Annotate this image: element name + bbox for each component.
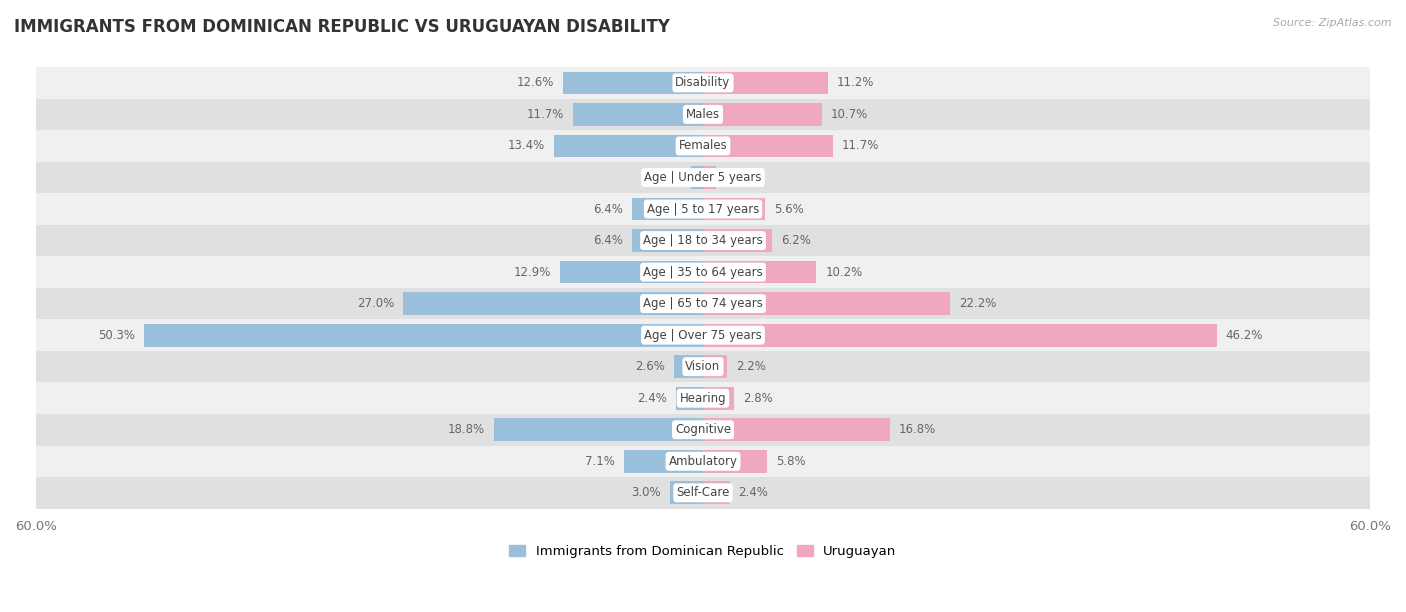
Bar xyxy=(37,446,1369,477)
Bar xyxy=(703,387,734,409)
Bar xyxy=(703,166,716,189)
Text: Self-Care: Self-Care xyxy=(676,487,730,499)
Bar xyxy=(631,230,703,252)
Bar xyxy=(554,135,703,157)
Text: 11.7%: 11.7% xyxy=(527,108,564,121)
Bar xyxy=(673,356,703,378)
Bar xyxy=(703,324,1216,346)
Bar xyxy=(37,130,1369,162)
Text: Age | 65 to 74 years: Age | 65 to 74 years xyxy=(643,297,763,310)
Text: 11.2%: 11.2% xyxy=(837,76,873,89)
Text: Age | 35 to 64 years: Age | 35 to 64 years xyxy=(643,266,763,278)
Bar xyxy=(494,419,703,441)
Text: 22.2%: 22.2% xyxy=(959,297,995,310)
Text: Females: Females xyxy=(679,140,727,152)
Bar xyxy=(703,419,890,441)
Text: 1.2%: 1.2% xyxy=(725,171,755,184)
Text: 18.8%: 18.8% xyxy=(449,424,485,436)
Bar xyxy=(37,162,1369,193)
Text: Age | 18 to 34 years: Age | 18 to 34 years xyxy=(643,234,763,247)
Bar xyxy=(703,72,828,94)
Bar xyxy=(37,99,1369,130)
Text: Ambulatory: Ambulatory xyxy=(668,455,738,468)
Bar xyxy=(703,198,765,220)
Bar xyxy=(404,293,703,315)
Text: 2.2%: 2.2% xyxy=(737,360,766,373)
Text: 13.4%: 13.4% xyxy=(508,140,546,152)
Text: 6.4%: 6.4% xyxy=(593,234,623,247)
Text: 2.8%: 2.8% xyxy=(742,392,773,405)
Bar xyxy=(631,198,703,220)
Text: Males: Males xyxy=(686,108,720,121)
Text: 5.6%: 5.6% xyxy=(775,203,804,215)
Bar xyxy=(703,230,772,252)
Text: Disability: Disability xyxy=(675,76,731,89)
Text: 10.7%: 10.7% xyxy=(831,108,868,121)
Bar xyxy=(37,319,1369,351)
Legend: Immigrants from Dominican Republic, Uruguayan: Immigrants from Dominican Republic, Urug… xyxy=(505,540,901,564)
Text: 7.1%: 7.1% xyxy=(585,455,616,468)
Text: 6.4%: 6.4% xyxy=(593,203,623,215)
Text: Age | Over 75 years: Age | Over 75 years xyxy=(644,329,762,341)
Text: 1.1%: 1.1% xyxy=(652,171,682,184)
Text: 50.3%: 50.3% xyxy=(98,329,135,341)
Bar xyxy=(37,67,1369,99)
Text: Age | 5 to 17 years: Age | 5 to 17 years xyxy=(647,203,759,215)
Text: 12.6%: 12.6% xyxy=(516,76,554,89)
Bar xyxy=(37,225,1369,256)
Bar xyxy=(572,103,703,125)
Bar xyxy=(562,72,703,94)
Text: Cognitive: Cognitive xyxy=(675,424,731,436)
Bar xyxy=(703,135,834,157)
Text: Age | Under 5 years: Age | Under 5 years xyxy=(644,171,762,184)
Bar xyxy=(37,382,1369,414)
Text: Hearing: Hearing xyxy=(679,392,727,405)
Bar xyxy=(37,193,1369,225)
Text: 2.4%: 2.4% xyxy=(738,487,769,499)
Text: 10.2%: 10.2% xyxy=(825,266,862,278)
Bar xyxy=(37,414,1369,446)
Bar xyxy=(703,356,727,378)
Bar xyxy=(37,256,1369,288)
Text: Source: ZipAtlas.com: Source: ZipAtlas.com xyxy=(1274,18,1392,28)
Bar xyxy=(703,261,817,283)
Bar xyxy=(560,261,703,283)
Bar xyxy=(143,324,703,346)
Text: 27.0%: 27.0% xyxy=(357,297,394,310)
Text: 6.2%: 6.2% xyxy=(780,234,811,247)
Text: 3.0%: 3.0% xyxy=(631,487,661,499)
Bar xyxy=(690,166,703,189)
Text: 12.9%: 12.9% xyxy=(513,266,551,278)
Bar xyxy=(37,288,1369,319)
Text: 5.8%: 5.8% xyxy=(776,455,806,468)
Text: 2.6%: 2.6% xyxy=(636,360,665,373)
Text: IMMIGRANTS FROM DOMINICAN REPUBLIC VS URUGUAYAN DISABILITY: IMMIGRANTS FROM DOMINICAN REPUBLIC VS UR… xyxy=(14,18,669,36)
Bar xyxy=(703,450,768,472)
Bar xyxy=(37,477,1369,509)
Text: 2.4%: 2.4% xyxy=(637,392,668,405)
Bar xyxy=(703,103,823,125)
Bar xyxy=(669,482,703,504)
Bar xyxy=(676,387,703,409)
Bar xyxy=(703,293,950,315)
Bar xyxy=(703,482,730,504)
Text: 16.8%: 16.8% xyxy=(898,424,936,436)
Text: Vision: Vision xyxy=(685,360,721,373)
Bar xyxy=(37,351,1369,382)
Text: 46.2%: 46.2% xyxy=(1226,329,1263,341)
Text: 11.7%: 11.7% xyxy=(842,140,879,152)
Bar xyxy=(624,450,703,472)
